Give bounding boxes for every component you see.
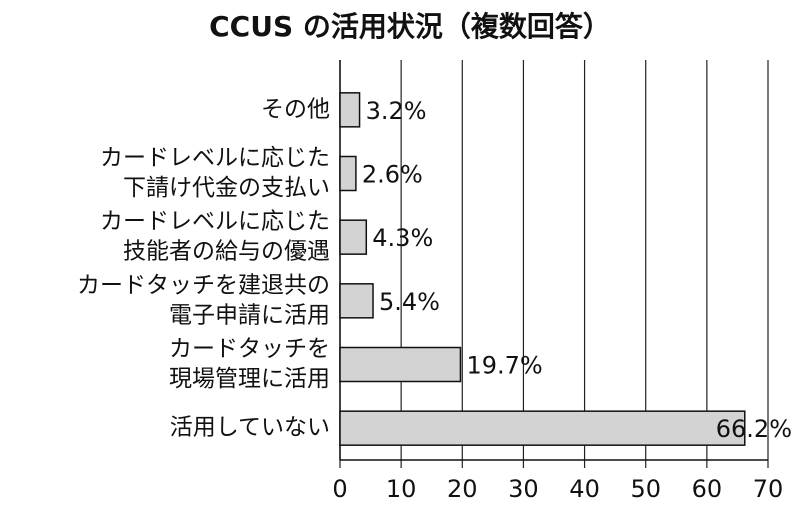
bar bbox=[339, 92, 361, 128]
value-label: 3.2% bbox=[366, 97, 427, 125]
bar bbox=[339, 155, 357, 192]
value-label: 66.2% bbox=[716, 415, 792, 443]
y-tick-label: 下請け代金の支払い bbox=[123, 175, 330, 201]
y-tick-label: 技能者の給与の優遇 bbox=[123, 239, 330, 265]
y-tick-label: カードタッチを建退共の bbox=[77, 272, 330, 298]
bar bbox=[339, 346, 462, 383]
value-label: 2.6% bbox=[362, 161, 423, 189]
bar bbox=[339, 410, 746, 446]
y-tick-label: その他 bbox=[261, 96, 330, 122]
x-tick-label: 70 bbox=[753, 475, 784, 503]
x-tick-label: 10 bbox=[386, 475, 417, 503]
chart-title: CCUS の活用状況（複数回答） bbox=[209, 10, 611, 43]
y-tick-label: 現場管理に活用 bbox=[169, 366, 330, 392]
bar bbox=[339, 283, 374, 319]
value-label: 5.4% bbox=[379, 288, 440, 316]
y-tick-label: 電子申請に活用 bbox=[169, 302, 330, 328]
x-tick-label: 30 bbox=[508, 475, 539, 503]
bar bbox=[339, 219, 368, 255]
value-label: 19.7% bbox=[466, 352, 542, 380]
value-label: 4.3% bbox=[372, 224, 433, 252]
y-tick-label: カードタッチを bbox=[169, 336, 330, 362]
x-tick-label: 60 bbox=[692, 475, 723, 503]
x-tick-label: 0 bbox=[332, 475, 347, 503]
x-tick-label: 20 bbox=[447, 475, 478, 503]
y-tick-label: カードレベルに応じた bbox=[100, 209, 330, 235]
x-tick-label: 40 bbox=[569, 475, 600, 503]
x-tick-label: 50 bbox=[630, 475, 661, 503]
y-tick-label: カードレベルに応じた bbox=[100, 145, 330, 171]
y-tick-label: 活用していない bbox=[170, 415, 330, 441]
